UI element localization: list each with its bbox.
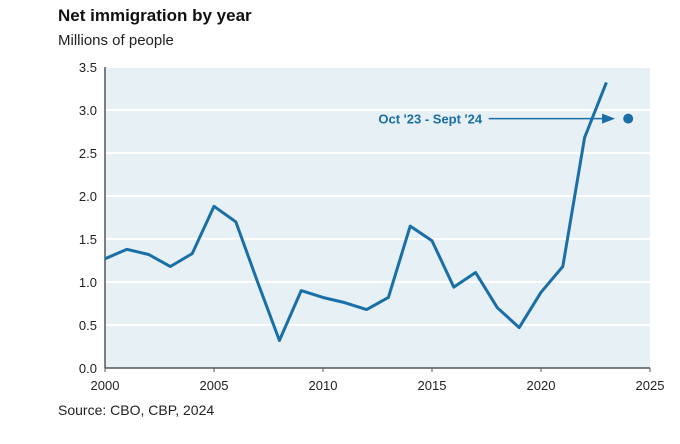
x-tick-label: 2005	[200, 378, 229, 393]
data-point	[623, 113, 634, 124]
y-tick-label: 2.5	[79, 146, 97, 161]
x-tick-label: 2025	[636, 378, 665, 393]
annotation-label: Oct '23 - Sept '24	[378, 112, 482, 127]
x-tick-label: 2010	[309, 378, 338, 393]
y-tick-label: 1.0	[79, 275, 97, 290]
x-tick-label: 2020	[527, 378, 556, 393]
y-tick-label: 2.0	[79, 189, 97, 204]
arrow-head-icon	[602, 113, 616, 124]
y-tick-label: 3.0	[79, 103, 97, 118]
y-tick-label: 1.5	[79, 232, 97, 247]
chart-subtitle: Millions of people	[58, 32, 174, 49]
chart-source: Source: CBO, CBP, 2024	[58, 402, 215, 418]
x-tick-label: 2000	[91, 378, 120, 393]
y-tick-label: 3.5	[79, 60, 97, 75]
y-tick-label: 0.5	[79, 318, 97, 333]
series-line	[104, 81, 608, 342]
chart-title: Net immigration by year	[58, 6, 252, 25]
x-tick-label: 2015	[418, 378, 447, 393]
plot-background	[105, 67, 650, 368]
y-tick-label: 0.0	[79, 361, 97, 376]
